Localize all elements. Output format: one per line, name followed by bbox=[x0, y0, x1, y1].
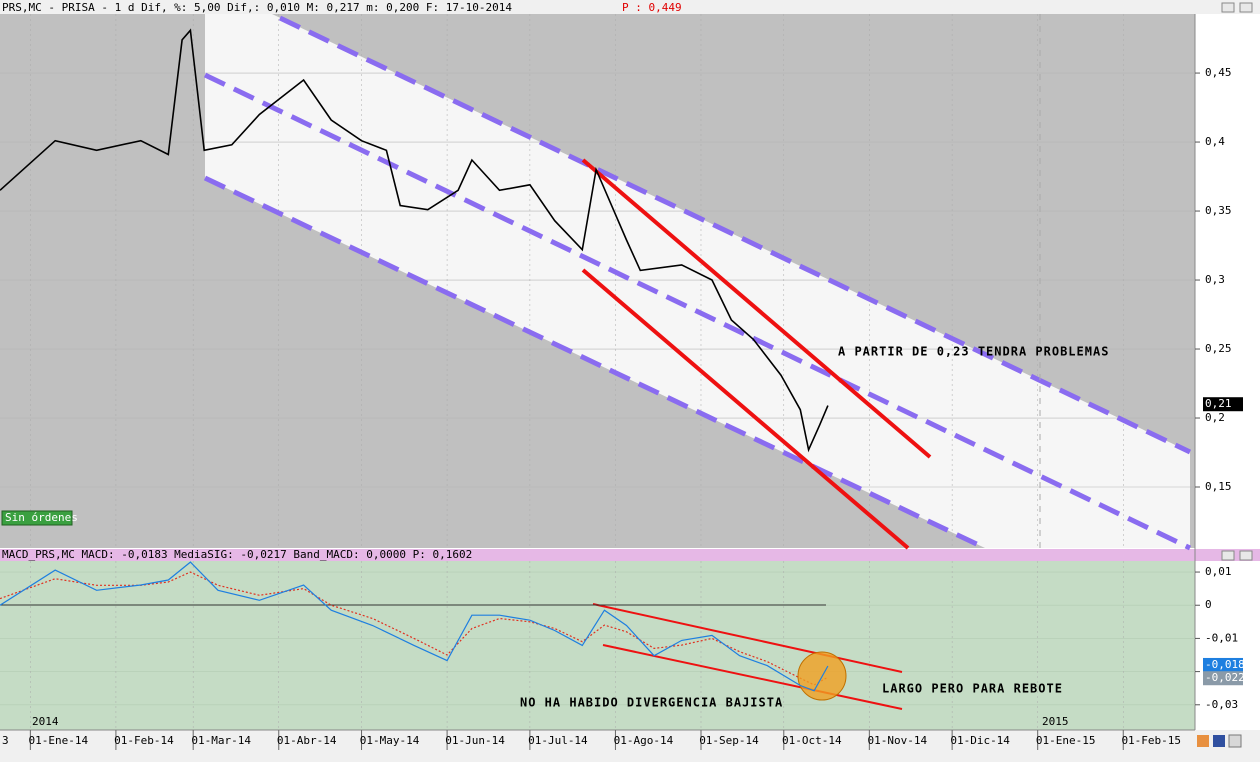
value-marker bbox=[1203, 671, 1243, 686]
series-line bbox=[0, 561, 829, 692]
y-tick-label: 0,2 bbox=[1205, 411, 1225, 424]
annotation: NO HA HABIDO DIVERGENCIA BAJISTA bbox=[520, 696, 783, 710]
chart-layer bbox=[0, 14, 1195, 730]
trend-line bbox=[581, 158, 932, 459]
maximize-button[interactable] bbox=[1239, 2, 1253, 13]
value-marker-label: 0,21 bbox=[1205, 397, 1232, 410]
x-tick-label: 01-Ago-14 bbox=[614, 734, 674, 747]
year-label: 2014 bbox=[32, 715, 59, 728]
trend-line bbox=[602, 644, 903, 710]
pin-icon[interactable] bbox=[1228, 734, 1242, 748]
y-tick-label: 0,25 bbox=[1205, 342, 1232, 355]
macd-header-bar bbox=[0, 549, 1260, 561]
series-line bbox=[0, 571, 829, 686]
price-axis bbox=[1195, 14, 1260, 549]
x-tick-label: 01-May-14 bbox=[360, 734, 420, 747]
x-tick-label: 01-Ene-14 bbox=[29, 734, 89, 747]
macd-panel bbox=[0, 561, 1195, 730]
trend-line bbox=[592, 603, 903, 673]
x-tick-label: 01-Jul-14 bbox=[528, 734, 588, 747]
value-marker bbox=[1203, 657, 1243, 672]
header-title: PRS,MC - PRISA - 1 d Dif, %: 5,00 Dif,: … bbox=[2, 1, 512, 14]
header-bar bbox=[0, 0, 1260, 14]
annotation: A PARTIR DE 0,23 TENDRA PROBLEMAS bbox=[838, 345, 1109, 359]
channel bbox=[0, 14, 1192, 710]
save-icon[interactable] bbox=[1213, 735, 1225, 747]
x-tick-label: 01-Ene-15 bbox=[1036, 734, 1096, 747]
x-tick-label: 01-Feb-14 bbox=[114, 734, 174, 747]
x-tick-label: 01-Sep-14 bbox=[699, 734, 759, 747]
y-tick-label: 0,15 bbox=[1205, 480, 1232, 493]
panel-title: MACD_PRS,MC MACD: -0,0183 MediaSIG: -0,0… bbox=[2, 548, 472, 561]
channel-upper bbox=[278, 15, 1192, 455]
year-label: 2015 bbox=[1042, 715, 1069, 728]
date-axis bbox=[0, 730, 1260, 762]
minimize-button[interactable] bbox=[1221, 2, 1235, 13]
y-tick-label: 0 bbox=[1205, 598, 1212, 611]
tool-icon[interactable] bbox=[1197, 735, 1209, 747]
macd-axis bbox=[1195, 561, 1260, 730]
maximize-button[interactable] bbox=[1239, 550, 1253, 561]
x-tick-label: 01-Mar-14 bbox=[191, 734, 251, 747]
value-marker-label: -0,022 bbox=[1205, 671, 1245, 684]
x-tick-label: 01-Dic-14 bbox=[950, 734, 1010, 747]
x-tick-label: 01-Oct-14 bbox=[782, 734, 842, 747]
x-tick-label: 01-Jun-14 bbox=[445, 734, 505, 747]
y-tick-label: 0,3 bbox=[1205, 273, 1225, 286]
year-label: 3 bbox=[2, 734, 9, 747]
status-text: Sin órdenes bbox=[5, 511, 78, 524]
series-line bbox=[0, 28, 829, 453]
y-tick-label: -0,01 bbox=[1205, 631, 1238, 644]
channel-middle bbox=[203, 72, 1192, 551]
y-tick-label: 0,35 bbox=[1205, 204, 1232, 217]
x-tick-label: 01-Feb-15 bbox=[1121, 734, 1181, 747]
value-marker bbox=[1203, 397, 1243, 412]
value-marker-label: -0,018 bbox=[1205, 658, 1245, 671]
x-tick-label: 01-Abr-14 bbox=[277, 734, 337, 747]
y-tick-label: 0,45 bbox=[1205, 66, 1232, 79]
status-badge[interactable] bbox=[1, 510, 73, 526]
x-tick-label: 01-Nov-14 bbox=[868, 734, 928, 747]
channel-fill bbox=[205, 14, 1190, 548]
minimize-button[interactable] bbox=[1221, 550, 1235, 561]
y-tick-label: -0,03 bbox=[1205, 698, 1238, 711]
trend-line bbox=[581, 268, 910, 550]
channel-lower bbox=[203, 175, 987, 551]
header-price: P : 0,449 bbox=[622, 1, 682, 14]
y-tick-label: 0,4 bbox=[1205, 135, 1225, 148]
annotation: LARGO PERO PARA REBOTE bbox=[882, 682, 1063, 696]
y-tick-label: 0,01 bbox=[1205, 565, 1232, 578]
